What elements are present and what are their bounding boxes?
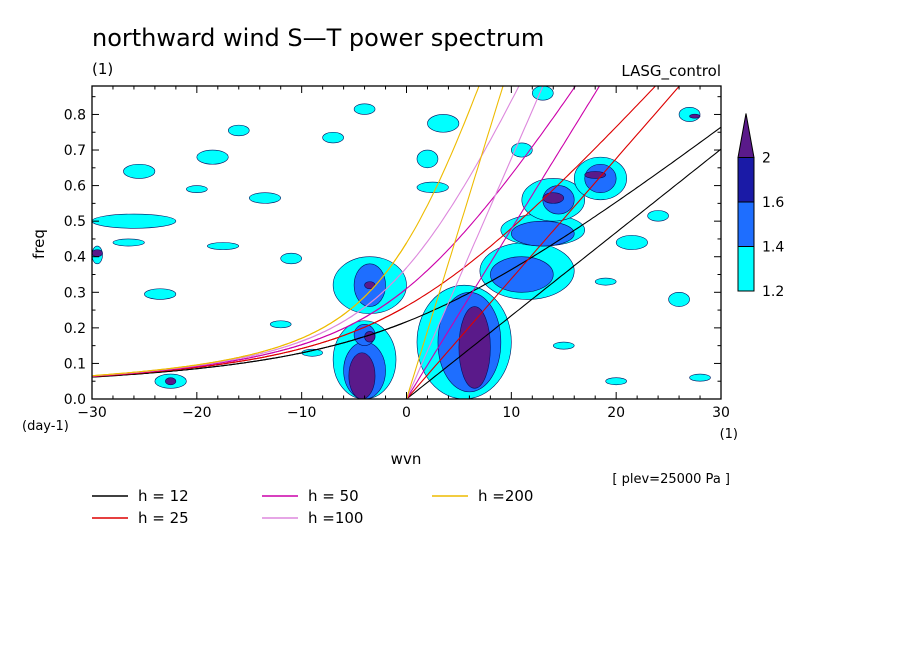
level-note: [ plev=25000 Pa ] [612, 472, 730, 487]
power-region [689, 113, 701, 119]
x-tick-label: −30 [77, 405, 107, 421]
dispersion-curve [92, 126, 721, 378]
y-tick-label: 0.7 [64, 143, 86, 159]
x-tick-label: 20 [607, 405, 625, 421]
legend-entry: h =100 [308, 509, 363, 527]
power-region [689, 373, 711, 382]
colorbar: 1.2 1.4 1.6 2 [737, 113, 784, 300]
power-region [490, 256, 554, 293]
dispersion-curve [92, 86, 520, 377]
colorbar-segment [737, 246, 755, 292]
y-tick-label: 0.6 [64, 179, 86, 195]
dispersion-curves [92, 86, 721, 399]
dispersion-curve [406, 148, 721, 399]
power-region [123, 163, 156, 179]
power-region [248, 192, 281, 204]
y-tick-label: 0.3 [64, 285, 86, 301]
dispersion-curve [406, 86, 601, 399]
power-region [144, 288, 177, 300]
y-tick-label: 0.5 [64, 214, 86, 230]
y-tick-label: 0.4 [64, 250, 86, 266]
power-region [165, 377, 177, 386]
y-tick-label: 0.1 [64, 356, 86, 372]
power-region [552, 341, 575, 350]
power-region [92, 213, 177, 229]
power-region [542, 192, 565, 204]
x-tick-label: 0 [402, 405, 411, 421]
legend-entry: h =200 [478, 487, 533, 505]
panel-label: (1) [92, 60, 113, 78]
power-region [458, 306, 491, 389]
x-tick-label: −10 [287, 405, 317, 421]
x-axis: −30 −20 −10 0 10 20 30 [77, 86, 730, 421]
power-region [322, 131, 344, 144]
y-unit-label: (day-1) [22, 419, 69, 434]
power-region [427, 114, 460, 133]
power-region [353, 103, 376, 115]
y-axis-label: freq [30, 229, 48, 259]
y-axis: 0.0 0.1 0.2 0.3 0.4 0.5 0.6 0.7 0.8 [64, 96, 721, 408]
power-region [280, 252, 302, 265]
power-region [416, 181, 449, 194]
colorbar-label: 1.2 [762, 284, 784, 300]
power-region [227, 124, 250, 137]
power-region [532, 86, 554, 101]
colorbar-label: 1.6 [762, 195, 784, 211]
y-tick-label: 0.8 [64, 107, 86, 123]
colorbar-label: 1.4 [762, 240, 784, 256]
legend-entry: h = 25 [138, 509, 189, 527]
power-region [186, 185, 208, 194]
legend-entry: h = 12 [138, 487, 189, 505]
dispersion-curve [92, 321, 407, 378]
power-region [112, 238, 145, 247]
colorbar-segment [737, 201, 755, 247]
colorbar-cap [737, 113, 755, 158]
dispersion-curve [92, 305, 407, 378]
colorbar-label: 2 [762, 151, 771, 167]
power-region [364, 331, 376, 343]
power-region [511, 220, 575, 247]
x-tick-label: 30 [712, 405, 730, 421]
power-contours [92, 86, 711, 399]
power-region [647, 210, 669, 222]
power-region [207, 242, 240, 250]
power-region [92, 249, 103, 258]
power-region [605, 377, 627, 386]
power-region [416, 149, 439, 169]
x-tick-label: −20 [182, 405, 212, 421]
y-tick-label: 0.0 [64, 392, 86, 408]
dispersion-curve [406, 86, 681, 399]
legend: h = 12 h = 25 h = 50 h =100 h =200 [92, 487, 533, 527]
power-region [269, 320, 292, 329]
power-region [348, 352, 376, 399]
dispersion-curve [405, 86, 504, 399]
dispersion-curve [92, 86, 577, 377]
dispersion-curve [405, 86, 544, 399]
legend-entry: h = 50 [308, 487, 359, 505]
power-region [594, 277, 617, 286]
dispersion-curve [92, 86, 480, 377]
x-unit-label: (1) [720, 427, 738, 442]
x-axis-label: wvn [391, 450, 422, 468]
power-region [668, 291, 690, 307]
x-tick-label: 10 [502, 405, 520, 421]
power-region [196, 149, 229, 165]
chart-title: northward wind S—T power spectrum [92, 24, 544, 52]
y-tick-label: 0.2 [64, 321, 86, 337]
colorbar-segment [737, 157, 755, 203]
dispersion-curve [92, 242, 407, 377]
power-region [615, 235, 648, 250]
case-label: LASG_control [621, 62, 721, 81]
